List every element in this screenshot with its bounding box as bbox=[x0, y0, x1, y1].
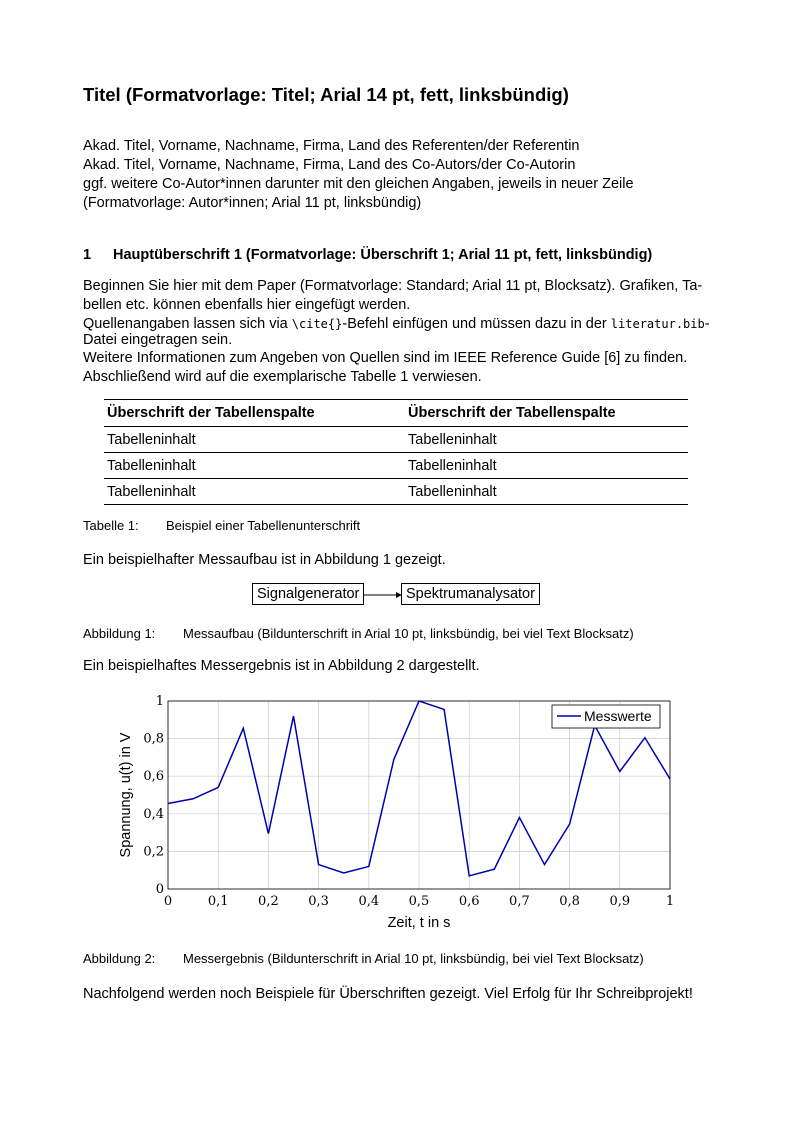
table-row: Tabelleninhalt Tabelleninhalt bbox=[104, 426, 688, 453]
y-tick-label: 0,2 bbox=[143, 844, 164, 859]
x-tick-label: 1 bbox=[666, 894, 674, 909]
author-line: Akad. Titel, Vorname, Nachname, Firma, L… bbox=[83, 157, 576, 173]
example-table: Überschrift der Tabellenspalte Überschrif… bbox=[104, 399, 688, 505]
code: literatur.bib bbox=[610, 317, 705, 331]
text: Quellenangaben lassen sich via bbox=[83, 316, 292, 332]
cell: Tabelleninhalt bbox=[104, 478, 405, 505]
x-tick-label: 0 bbox=[164, 894, 172, 909]
body-line: Datei eingetragen sein. bbox=[83, 332, 233, 348]
text: -Befehl einfügen und müssen dazu in der bbox=[342, 316, 611, 332]
body-line: Quellenangaben lassen sich via \cite{}-B… bbox=[83, 316, 710, 332]
fig1-caption-label: Abbildung 1: bbox=[83, 626, 156, 641]
author-line: ggf. weitere Co-Autor*innen darunter mit… bbox=[83, 176, 634, 192]
y-tick-label: 0,8 bbox=[143, 732, 164, 747]
closing-text: Nachfolgend werden noch Beispiele für Üb… bbox=[83, 986, 693, 1002]
y-axis-label: Spannung, u(t) in V bbox=[118, 732, 134, 857]
x-tick-label: 0,4 bbox=[358, 894, 379, 909]
x-axis-label: Zeit, t in s bbox=[388, 915, 451, 931]
fig2-caption-label: Abbildung 2: bbox=[83, 951, 156, 966]
cell: Tabelleninhalt bbox=[104, 426, 405, 453]
table-header: Überschrift der Tabellenspalte bbox=[405, 399, 688, 427]
cell: Tabelleninhalt bbox=[104, 452, 405, 479]
body-line: Weitere Informationen zum Angeben von Qu… bbox=[83, 350, 688, 366]
table-caption: Beispiel einer Tabellenunterschrift bbox=[166, 518, 361, 533]
body-line: Beginnen Sie hier mit dem Paper (Formatv… bbox=[83, 278, 703, 294]
x-tick-label: 0,5 bbox=[409, 894, 430, 909]
spektrumanalysator-block: Spektrumanalysator bbox=[401, 583, 540, 605]
body-line: bellen etc. können ebenfalls hier eingef… bbox=[83, 297, 411, 313]
y-tick-label: 0 bbox=[156, 882, 164, 897]
x-tick-label: 0,6 bbox=[459, 894, 480, 909]
x-tick-label: 0,9 bbox=[609, 894, 630, 909]
text: - bbox=[704, 316, 710, 332]
table-caption-label: Tabelle 1: bbox=[83, 518, 139, 533]
section-number: 1 bbox=[83, 247, 92, 263]
fig1-intro: Ein beispielhafter Messaufbau ist in Abb… bbox=[83, 552, 446, 568]
section-heading: Hauptüberschrift 1 (Formatvorlage: Übers… bbox=[113, 247, 653, 263]
author-line: Akad. Titel, Vorname, Nachname, Firma, L… bbox=[83, 138, 580, 154]
y-tick-label: 0,6 bbox=[143, 769, 164, 784]
author-line: (Formatvorlage: Autor*innen; Arial 11 pt… bbox=[83, 195, 422, 211]
fig1-caption: Messaufbau (Bildunterschrift in Arial 10… bbox=[183, 626, 634, 641]
cell: Tabelleninhalt bbox=[405, 452, 688, 479]
signalgenerator-block: Signalgenerator bbox=[252, 583, 365, 605]
table-row: Tabelleninhalt Tabelleninhalt bbox=[104, 478, 688, 505]
cell: Tabelleninhalt bbox=[405, 426, 688, 453]
measurement-chart: 0 0,1 0,2 0,3 0,4 0,5 0,6 0,7 0,8 0,9 1 0 0,2 0,4 0,6 0… bbox=[118, 694, 674, 931]
fig2-intro: Ein beispielhaftes Messergebnis ist in A… bbox=[83, 658, 480, 674]
body-line: Abschließend wird auf die exemplarische … bbox=[83, 369, 482, 385]
x-tick-label: 0,7 bbox=[509, 894, 530, 909]
table-header: Überschrift der Tabellenspalte bbox=[104, 399, 405, 427]
y-tick-label: 1 bbox=[156, 694, 164, 709]
table-row: Tabelleninhalt Tabelleninhalt bbox=[104, 452, 688, 479]
cell: Tabelleninhalt bbox=[405, 478, 688, 505]
x-tick-label: 0,3 bbox=[308, 894, 329, 909]
y-tick-label: 0,4 bbox=[143, 807, 164, 822]
x-tick-label: 0,1 bbox=[208, 894, 229, 909]
code: \cite{} bbox=[291, 317, 343, 331]
paper-title: Titel (Formatvorlage: Titel; Arial 14 pt… bbox=[83, 84, 569, 105]
legend-box bbox=[551, 704, 661, 729]
arrow-icon bbox=[364, 592, 402, 598]
fig2-caption: Messergebnis (Bildunterschrift in Arial … bbox=[183, 951, 644, 966]
legend-label: Messwerte bbox=[584, 708, 652, 724]
x-tick-label: 0,8 bbox=[559, 894, 580, 909]
x-tick-label: 0,2 bbox=[258, 894, 279, 909]
